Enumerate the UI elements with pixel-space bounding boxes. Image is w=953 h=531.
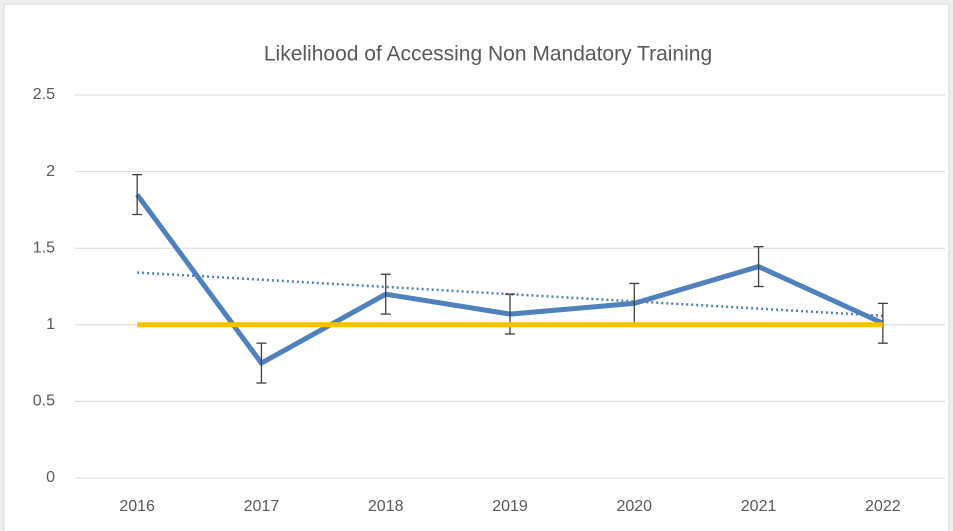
x-tick-label: 2019: [492, 498, 528, 515]
error-bar: [753, 246, 764, 288]
y-tick-label: 1.5: [33, 239, 55, 256]
y-tick-label: 0: [46, 469, 55, 486]
x-tick-label: 2016: [119, 498, 155, 515]
x-tick-label: 2018: [368, 498, 404, 515]
x-tick-label: 2021: [741, 498, 777, 515]
y-tick-label: 2.5: [33, 86, 55, 103]
x-tick-label: 2022: [865, 498, 901, 515]
x-tick-label: 2017: [244, 498, 280, 515]
chart-title: Likelihood of Accessing Non Mandatory Tr…: [264, 43, 712, 66]
y-tick-label: 0.5: [33, 393, 55, 410]
error-bar: [505, 293, 515, 335]
chart-area: [3, 3, 950, 531]
error-bar: [132, 174, 143, 216]
y-tick-label: 2: [46, 163, 55, 180]
error-bar: [380, 273, 391, 315]
error-bar: [256, 342, 267, 384]
x-tick-label: 2020: [616, 498, 652, 515]
y-tick-label: 1: [46, 316, 55, 333]
